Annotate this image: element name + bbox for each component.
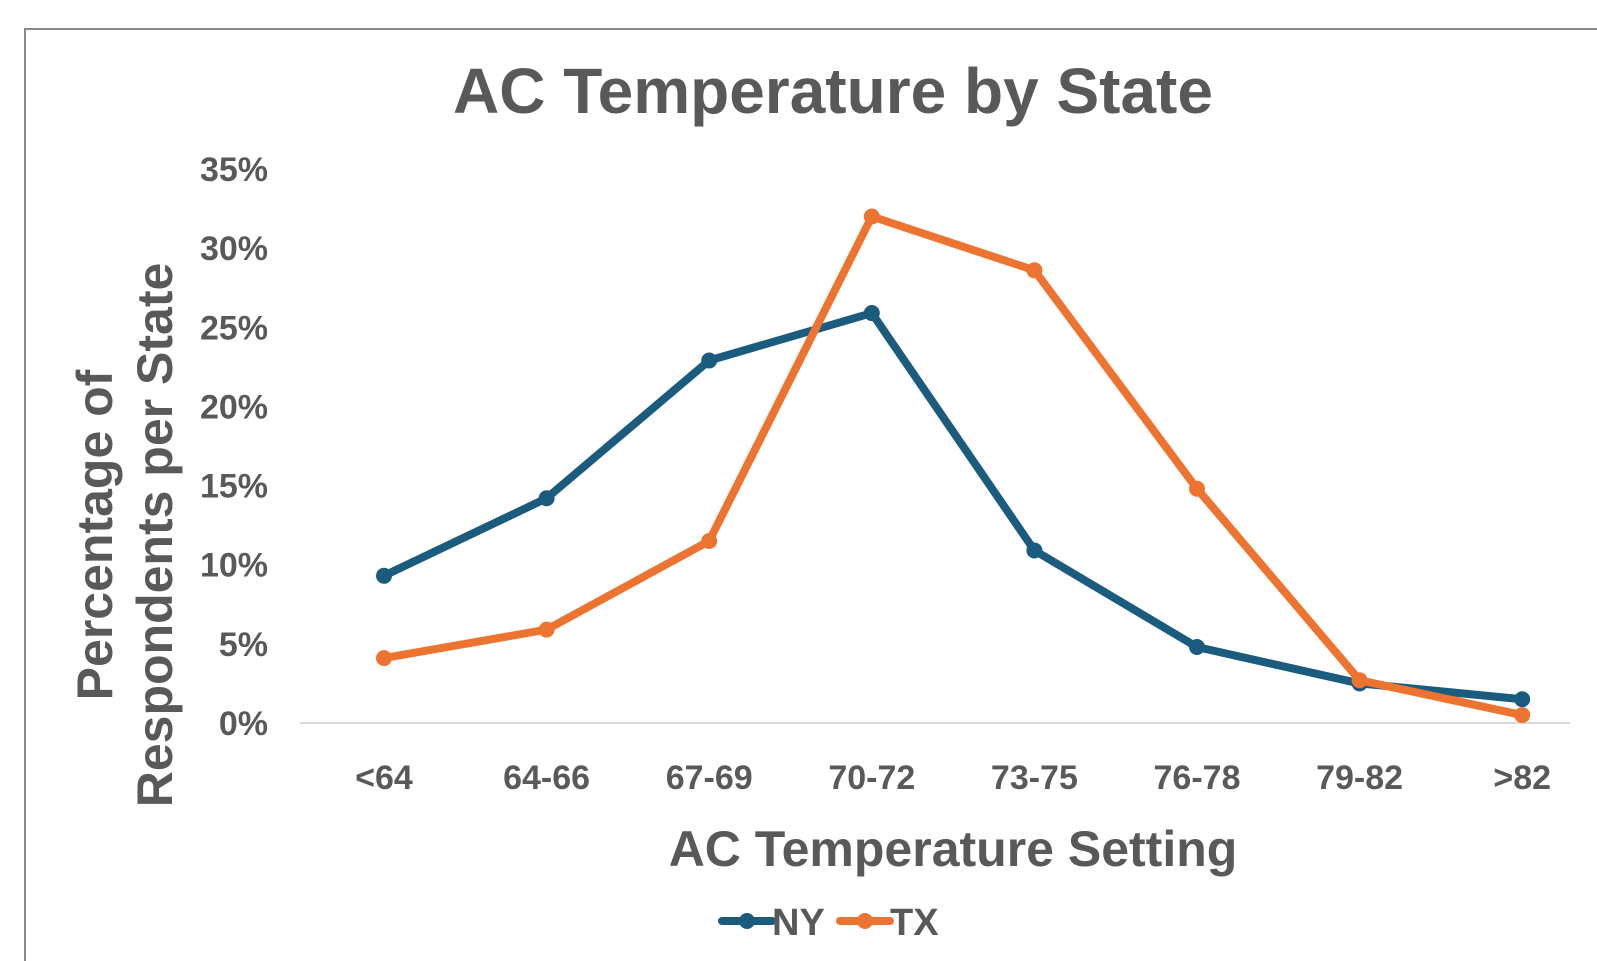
- series-line-ny: [380, 309, 1527, 704]
- x-tick-label: 79-82: [1316, 759, 1403, 797]
- x-tick-label: 67-69: [666, 759, 753, 797]
- data-point-ny: [1514, 691, 1531, 708]
- x-tick-label: 73-75: [991, 759, 1078, 797]
- legend-item-tx: TX: [836, 902, 939, 944]
- data-point-tx: [538, 621, 555, 638]
- data-point-ny: [1189, 639, 1205, 656]
- y-tick-label: 5%: [219, 626, 268, 664]
- chart-title: AC Temperature by State: [453, 55, 1213, 127]
- x-axis-title: AC Temperature Setting: [669, 821, 1238, 877]
- legend-label: TX: [890, 902, 939, 944]
- data-point-tx: [863, 208, 880, 225]
- data-point-ny: [376, 567, 392, 584]
- x-tick-label: 70-72: [828, 759, 915, 797]
- y-tick-label: 25%: [200, 309, 268, 347]
- y-tick-label: 10%: [200, 547, 268, 585]
- data-point-ny: [701, 352, 718, 369]
- chart-frame: [24, 28, 1597, 961]
- x-tick-label: <64: [355, 759, 413, 797]
- data-point-tx: [1351, 672, 1368, 689]
- data-point-tx: [376, 650, 392, 667]
- y-tick-label: 20%: [200, 388, 268, 426]
- data-point-ny: [863, 305, 880, 322]
- y-tick-label: 15%: [200, 468, 268, 506]
- x-tick-labels: <64 64-66 67-69 70-72 73-75 76-78 79-82 >82: [355, 759, 1551, 797]
- y-tick-labels: 0% 5% 10% 15% 20% 25% 30% 35%: [200, 151, 268, 743]
- x-tick-label: 64-66: [503, 759, 590, 797]
- legend-label: NY: [772, 902, 825, 944]
- x-tick-label: >82: [1493, 759, 1551, 797]
- series-tx: [376, 208, 1531, 724]
- data-point-tx: [1189, 480, 1205, 497]
- data-point-tx: [1514, 707, 1531, 724]
- data-point-ny: [1026, 542, 1043, 559]
- series-line-tx: [380, 212, 1527, 720]
- legend-swatch-marker: [857, 913, 873, 929]
- y-axis-title-line-1: Percentage of: [67, 369, 123, 700]
- data-point-tx: [1026, 262, 1043, 279]
- data-point-ny: [538, 490, 555, 507]
- y-tick-label: 35%: [200, 151, 268, 189]
- y-tick-label: 30%: [200, 230, 268, 268]
- y-axis-title: Percentage of Respondents per State: [67, 263, 183, 808]
- x-tick-label: 76-78: [1154, 759, 1241, 797]
- data-point-tx: [701, 532, 718, 549]
- legend: NY TX: [718, 902, 939, 944]
- legend-item-ny: NY: [718, 902, 825, 944]
- y-tick-label: 0%: [219, 705, 268, 743]
- series-ny: [376, 305, 1531, 708]
- y-axis-title-line-2: Respondents per State: [127, 263, 183, 808]
- series-layer: [376, 208, 1531, 724]
- legend-swatch-marker: [739, 913, 755, 929]
